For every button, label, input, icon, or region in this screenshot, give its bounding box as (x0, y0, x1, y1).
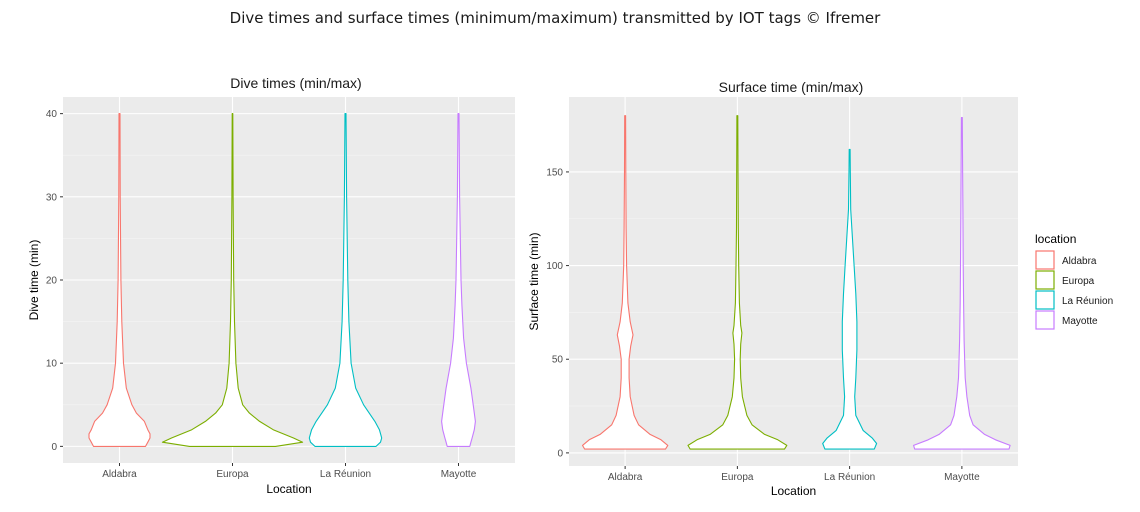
legend-title: location (1035, 232, 1076, 246)
legend: location Aldabra Europa La Réunion Mayotte (1035, 232, 1113, 330)
violin-europa (161, 113, 304, 447)
plot-background (569, 97, 1018, 466)
y-axis-label: Dive time (min) (27, 240, 41, 321)
y-axis-label: Surface time (min) (527, 232, 541, 330)
violin-europa (687, 115, 788, 450)
legend-label: Aldabra (1062, 256, 1097, 267)
legend-key (1035, 250, 1055, 270)
x-tick-label: La Réunion (320, 469, 371, 480)
x-tick-label: Europa (216, 469, 249, 480)
y-tick-label: 50 (552, 355, 564, 366)
figure-title: Dive times and surface times (minimum/ma… (229, 9, 881, 27)
x-tick-label: Mayotte (944, 472, 980, 483)
panel-title: Dive times (min/max) (230, 75, 361, 91)
legend-key (1035, 310, 1055, 330)
legend-key (1035, 290, 1055, 310)
y-tick-label: 20 (46, 276, 58, 287)
y-tick-label: 10 (46, 359, 58, 370)
panel-1: 0 10 20 30 40 Aldabra Europa La Réunion Mayotte D… (27, 75, 515, 496)
violin-mayotte (913, 117, 1011, 450)
panel-title: Surface time (min/max) (719, 79, 864, 95)
x-tick-label: La Réunion (824, 472, 875, 483)
x-tick-label: Aldabra (102, 469, 137, 480)
x-tick-label: Aldabra (608, 472, 643, 483)
x-tick-label: Europa (721, 472, 754, 483)
x-axis-label: Location (771, 484, 816, 498)
y-tick-label: 100 (546, 261, 563, 272)
panel-2: 0 50 100 150 Aldabra Europa La Réunion Mayotte S… (527, 79, 1018, 498)
y-tick-label: 0 (557, 448, 563, 459)
legend-key (1035, 270, 1055, 290)
y-tick-label: 30 (46, 192, 58, 203)
violin-la-r-union (822, 148, 878, 450)
violin-mayotte (441, 113, 476, 447)
legend-label: La Réunion (1062, 296, 1113, 307)
y-tick-label: 0 (51, 442, 57, 453)
violin-aldabra (88, 113, 151, 447)
x-axis-label: Location (266, 482, 311, 496)
y-tick-label: 40 (46, 109, 58, 120)
violin-aldabra (581, 115, 669, 450)
violin-la-r-union (308, 113, 383, 447)
y-tick-label: 150 (546, 167, 563, 178)
legend-label: Mayotte (1062, 316, 1098, 327)
legend-label: Europa (1062, 276, 1095, 287)
x-tick-label: Mayotte (441, 469, 477, 480)
